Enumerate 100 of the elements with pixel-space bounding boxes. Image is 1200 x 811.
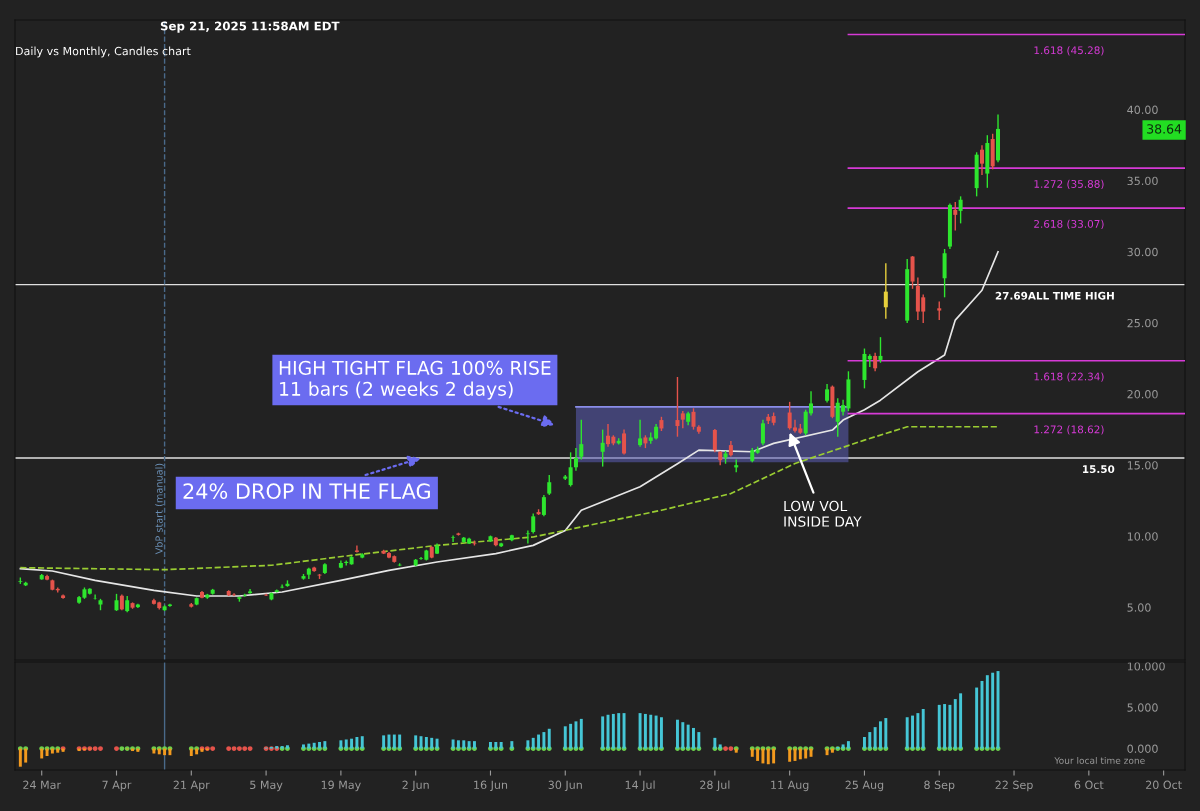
bar [163,748,167,756]
bar [526,740,530,749]
x-tick-label: 14 Jul [625,780,655,792]
bar [649,714,653,749]
bar [499,741,503,749]
bar [654,715,658,749]
y-tick-label: 30.00 [1127,247,1158,257]
series-label: 1.618 (45.28) [1034,46,1104,56]
bar [168,748,172,756]
bar [451,739,455,749]
y-tick-label: 5.000 [1127,703,1158,712]
candlestick [600,428,605,468]
bar [985,675,989,749]
bar [643,713,647,749]
x-tick-label: 30 Jun [548,780,582,792]
y-tick-label: 40.00 [1127,105,1158,114]
candlestick [675,376,680,438]
bar [761,748,765,764]
bar [884,718,888,749]
annotation: 24% DROP IN THE FLAG [183,483,430,500]
candlestick [825,383,830,404]
bar [948,704,952,749]
bar [579,718,583,749]
bar [344,739,348,749]
candlestick [878,336,883,364]
annotation: LOW VOL INSIDE DAY [784,500,862,527]
candlestick [606,423,611,448]
bar [392,734,396,749]
bar [617,713,621,749]
bar [537,734,541,749]
bar [943,704,947,749]
ref-line-label: 27.69ALL TIME HIGH [995,291,1114,300]
bar [638,713,642,749]
series-label: 1.272 (18.62) [1034,425,1104,435]
x-tick-label: 19 May [321,780,361,792]
x-tick-label: 6 Oct [1074,780,1104,790]
bar [766,748,770,765]
candlestick [573,447,578,472]
bar [472,741,476,749]
bar [622,713,626,749]
y-tick-label: 20.00 [1127,390,1158,399]
bar [697,732,701,749]
x-tick-label: 7 Apr [102,780,132,792]
bar [339,740,343,749]
text: Daily vs Monthly, Candles chart [16,46,191,58]
bar [756,748,760,761]
bar [905,717,909,749]
candlestick [451,534,456,543]
annotation: HIGH TIGHT FLAG 100% RISE 11 bars (2 weeks 2 days) [279,360,551,400]
x-tick-label: 24 Mar [23,780,62,790]
bar [547,728,551,749]
bar [424,737,428,749]
bar [659,717,663,749]
bar [788,748,792,762]
y-tick-label: 5.00 [1127,603,1151,612]
candlestick [712,428,717,454]
bar [350,738,354,749]
bar [435,738,439,749]
bar [323,741,327,749]
bar [494,741,498,749]
bar [414,735,418,749]
candlestick [958,195,963,225]
series-label: 2.618 (33.07) [1034,219,1104,230]
x-tick-label: 2 Jun [402,780,429,792]
candlestick [622,428,627,456]
bar [18,748,22,767]
bar [382,735,386,749]
y-tick-label: 35.00 [1127,176,1158,186]
bar [713,737,717,749]
y-tick-label: 0.000 [1127,744,1158,753]
ref-line-label: VbP start (manual) [155,463,164,555]
bar [355,737,359,749]
bar [542,732,546,749]
bar [360,736,364,749]
bar [430,737,434,749]
x-tick-label: 8 Sep [924,780,955,792]
candlestick [937,300,942,321]
bar [531,737,535,749]
bar [975,687,979,749]
candlestick [531,512,536,535]
candlestick [568,451,573,488]
bar [873,727,877,749]
bar [601,716,605,749]
bar [825,748,829,756]
bar [686,724,690,749]
bar [916,713,920,749]
bar [772,748,776,764]
x-tick-label: 21 Apr [173,780,210,792]
bar [312,742,316,749]
bar [692,727,695,749]
bar [45,748,49,756]
bar [937,704,941,749]
candlestick [579,418,584,461]
bar [611,713,615,749]
bar [569,723,573,749]
bar [681,722,685,749]
chart-subtitle: Sep 21, 2025 11:58AM EDT [160,21,340,33]
x-tick-label: 25 Aug [845,780,884,792]
bar [911,715,914,749]
bar [868,732,872,749]
